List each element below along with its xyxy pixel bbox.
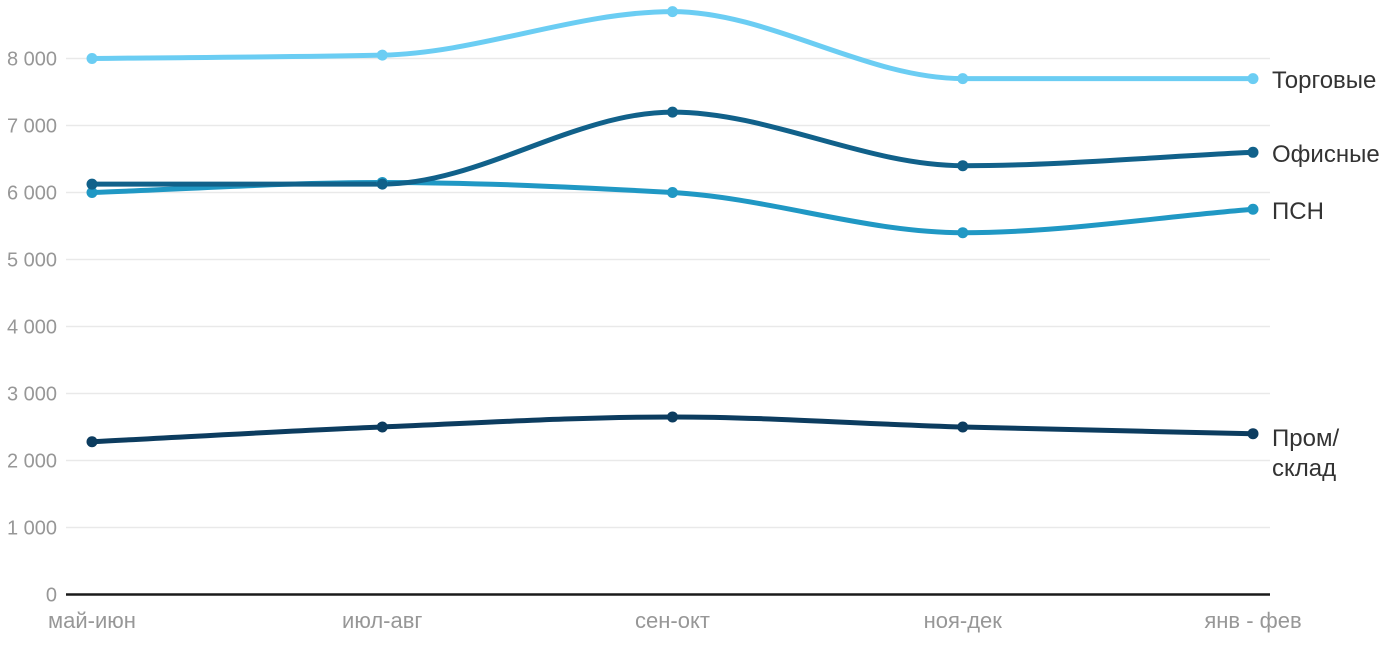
series-label: Офисные <box>1272 141 1380 168</box>
y-tick-label: 3 000 <box>7 384 57 406</box>
data-point[interactable] <box>1247 73 1259 85</box>
data-point[interactable] <box>1247 146 1259 158</box>
data-point[interactable] <box>957 421 969 433</box>
data-point[interactable] <box>376 421 388 433</box>
series-label: ПСН <box>1272 198 1324 225</box>
y-tick-label: 8 000 <box>7 49 57 71</box>
data-point[interactable] <box>1247 428 1259 440</box>
x-axis-tick-labels: май-июн июл-авг сен-окт ноя-дек янв - фев <box>48 608 1302 633</box>
data-point[interactable] <box>86 178 98 190</box>
y-tick-label: 2 000 <box>7 451 57 473</box>
data-point[interactable] <box>376 49 388 61</box>
x-tick-label: янв - фев <box>1204 608 1301 633</box>
x-tick-label: ноя-дек <box>924 608 1003 633</box>
data-point[interactable] <box>376 178 388 190</box>
series-points <box>86 6 1259 448</box>
y-tick-label: 4 000 <box>7 317 57 339</box>
data-point[interactable] <box>86 436 98 448</box>
series-label: склад <box>1272 455 1336 482</box>
series-line <box>89 9 1256 82</box>
series-label: Торговые <box>1272 67 1376 94</box>
y-tick-label: 5 000 <box>7 250 57 272</box>
series-line <box>89 109 1256 187</box>
data-point[interactable] <box>957 227 969 239</box>
data-point[interactable] <box>1247 203 1259 215</box>
series-lines <box>89 9 1256 445</box>
x-tick-label: май-июн <box>48 608 136 633</box>
y-tick-label: 6 000 <box>7 183 57 205</box>
y-axis-tick-labels: 0 1 000 2 000 3 000 4 000 5 000 6 000 7 000 8 00… <box>7 49 57 607</box>
x-tick-label: сен-окт <box>635 608 710 633</box>
y-tick-label: 0 <box>46 585 57 607</box>
x-tick-label: июл-авг <box>342 608 422 633</box>
series-label: Пром/ <box>1272 425 1339 452</box>
data-point[interactable] <box>957 160 969 172</box>
series-end-labels: Торговые ПСН Офисные Пром/склад <box>1272 67 1380 482</box>
data-point[interactable] <box>667 187 678 198</box>
y-tick-label: 7 000 <box>7 116 57 138</box>
gridlines <box>66 57 1270 529</box>
data-point[interactable] <box>957 73 969 85</box>
data-point[interactable] <box>667 411 678 423</box>
y-tick-label: 1 000 <box>7 518 57 540</box>
data-point[interactable] <box>667 106 678 118</box>
data-point[interactable] <box>86 53 98 64</box>
data-point[interactable] <box>86 187 98 198</box>
data-point[interactable] <box>667 6 678 18</box>
